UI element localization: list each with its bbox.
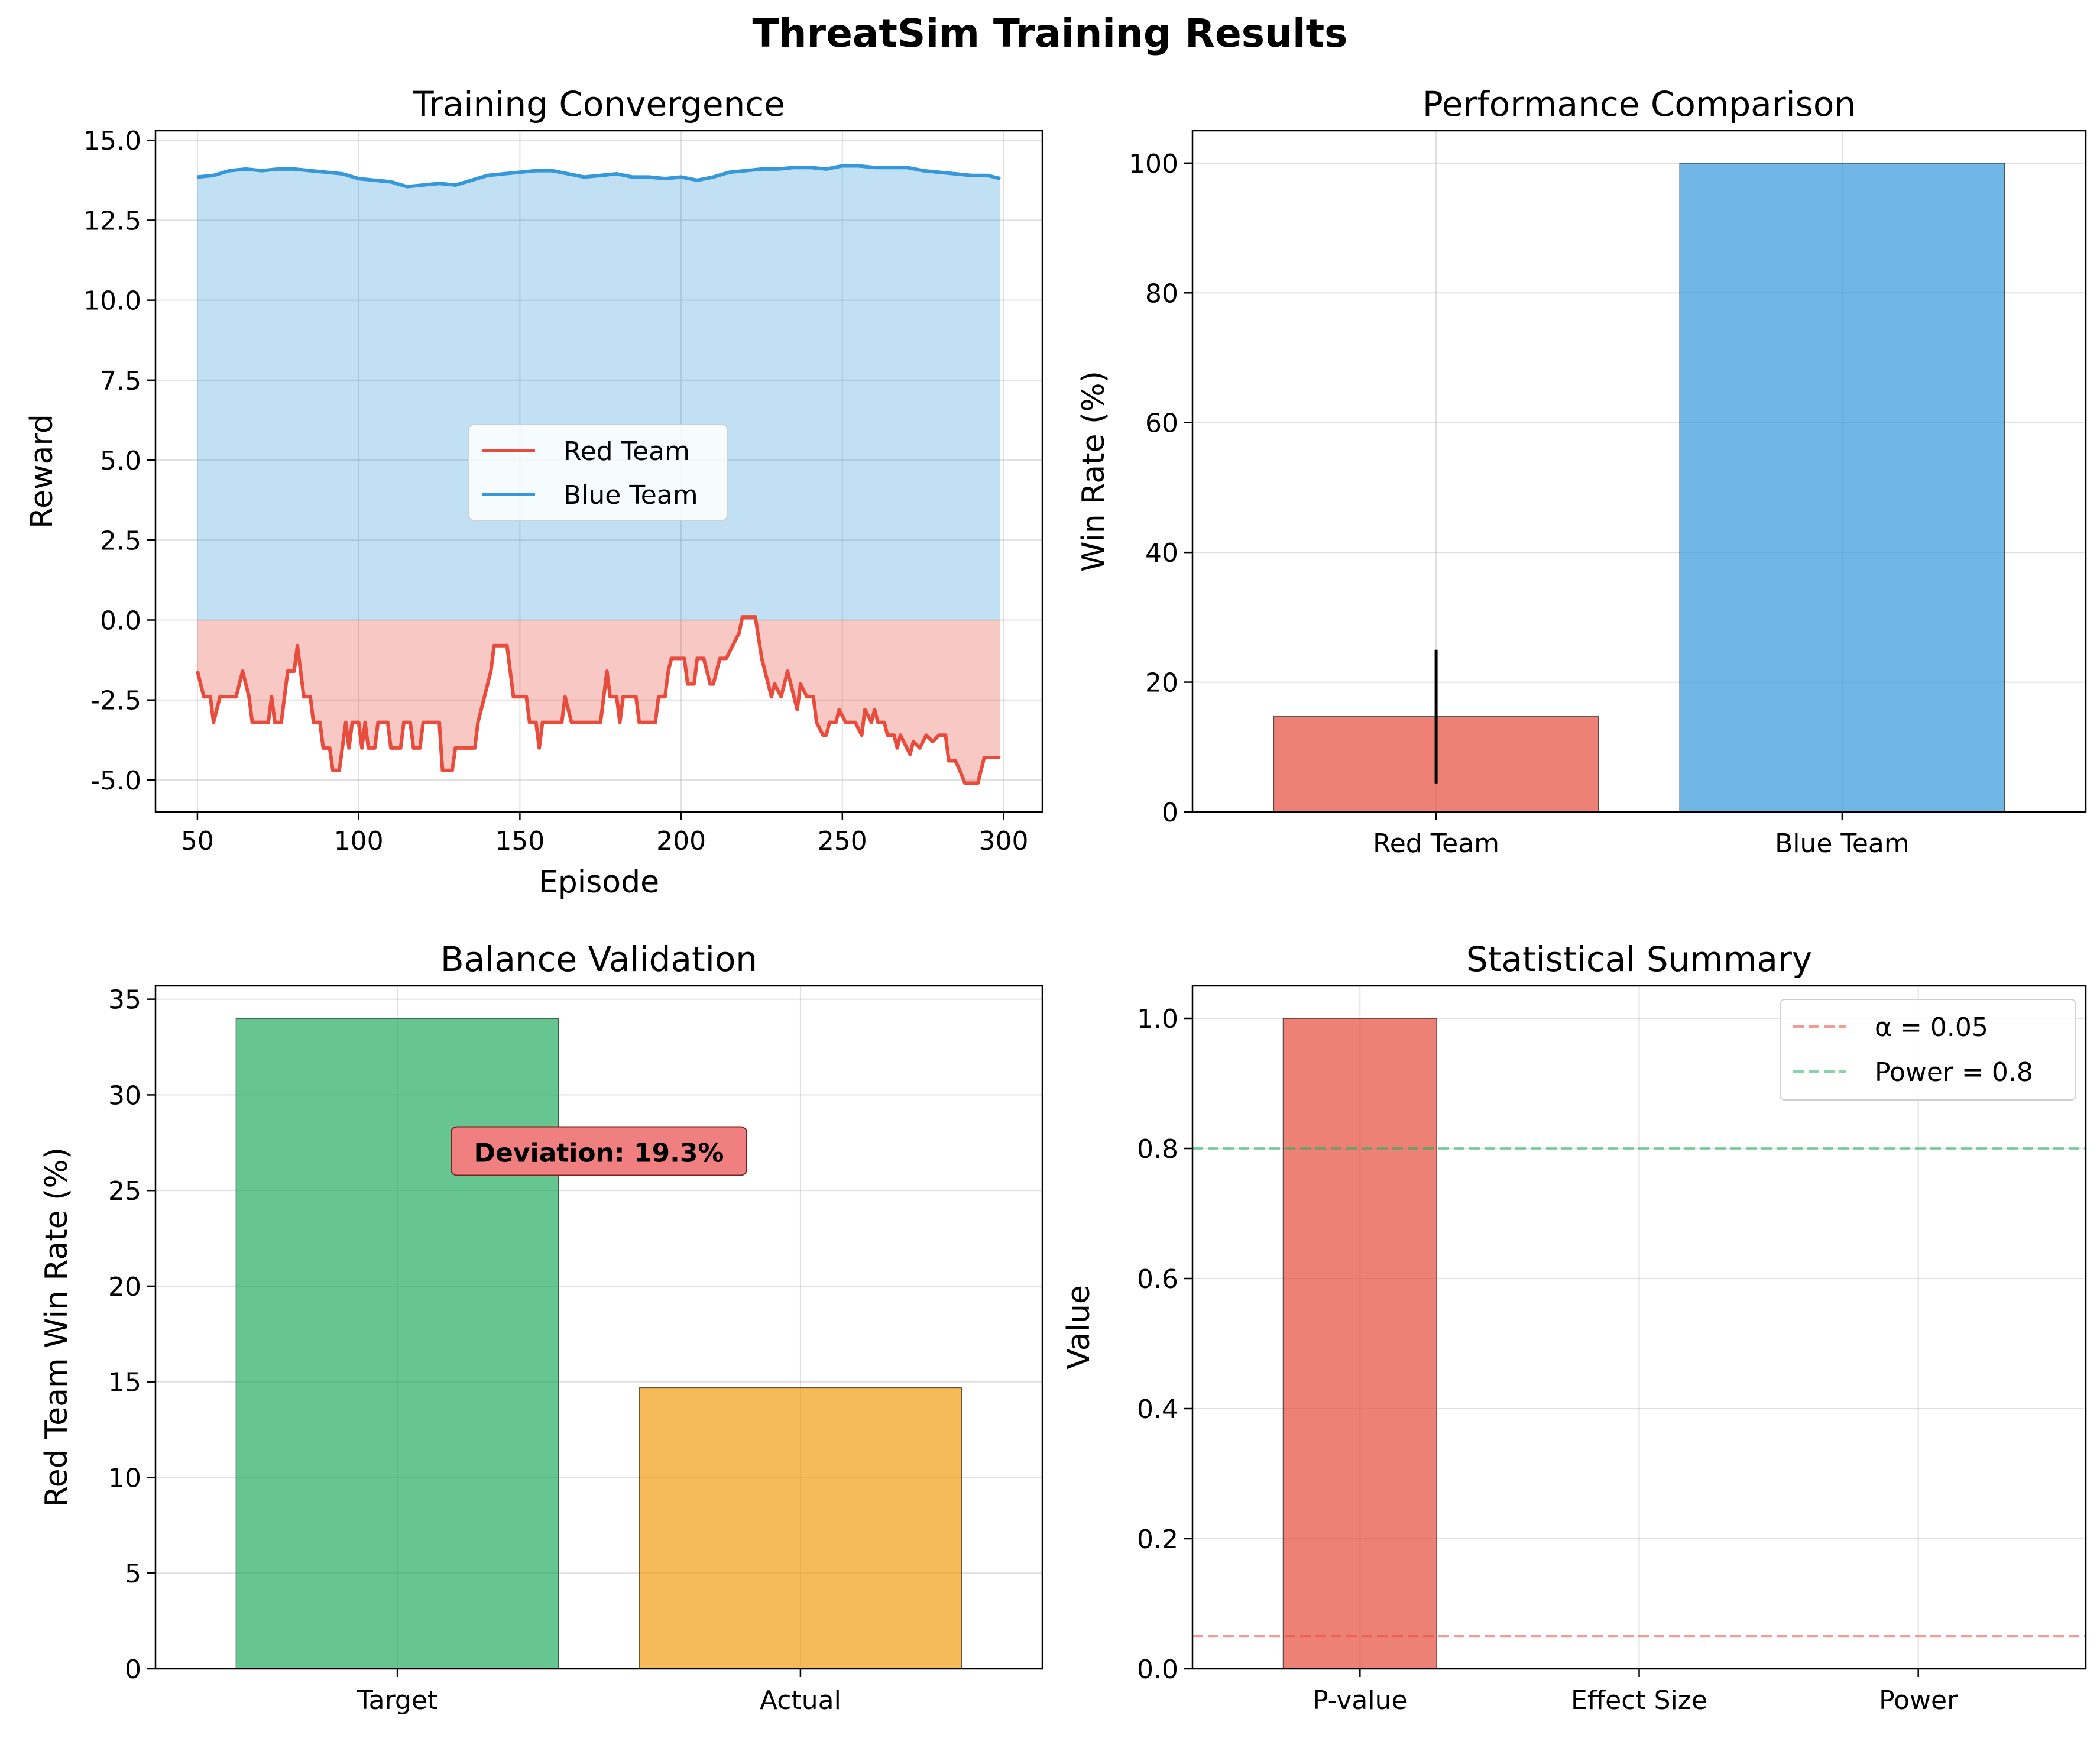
y-axis-label: Reward [24, 414, 60, 529]
figure-title: ThreatSim Training Results [752, 11, 1348, 56]
series-line-red [196, 615, 1001, 785]
x-tick-label: 100 [334, 826, 384, 856]
x-tick-label: 250 [818, 826, 867, 856]
x-tick-label: Actual [760, 1685, 841, 1716]
y-tick-label: 1.0 [1137, 1004, 1178, 1034]
subplot-3: Balance Validation 0 5 10 15 20 25 30 35 Red Team… [39, 939, 1043, 1716]
y-tick-label: 2.5 [100, 526, 141, 556]
y-tick-label: 40 [1145, 538, 1178, 568]
x-tick-label: Effect Size [1571, 1685, 1707, 1716]
subplot-4: Statistical Summary 0.0 0.2 0.4 0.6 0.8 1.0 Val… [1061, 939, 2087, 1716]
bar-actual [639, 1387, 962, 1669]
legend-label: Power = 0.8 [1875, 1057, 2033, 1088]
legend-label: Red Team [563, 436, 690, 467]
y-tick-label: 0.0 [100, 606, 141, 636]
subplot-title: Statistical Summary [1466, 939, 1812, 979]
y-tick-label: 0 [1162, 798, 1178, 828]
bar-target [235, 1018, 559, 1669]
legend-box [1780, 999, 2076, 1101]
x-tick-label: Blue Team [1775, 828, 1910, 859]
deviation-annotation: Deviation: 19.3% [474, 1138, 724, 1168]
y-tick-label: 10.0 [83, 286, 141, 316]
y-axis-label: Win Rate (%) [1076, 371, 1111, 572]
y-tick-label: 0.4 [1137, 1394, 1178, 1425]
y-tick-label: 0 [125, 1655, 141, 1685]
subplot-2: Performance Comparison 0 20 40 60 80 100 Win Ra… [1076, 84, 2087, 859]
subplot-title: Performance Comparison [1422, 84, 1856, 124]
x-tick-label: 300 [979, 826, 1029, 856]
axes-frame [1191, 130, 2087, 813]
y-tick-label: 12.5 [83, 206, 141, 236]
x-tick-label: 200 [656, 826, 706, 856]
series-fill-blue [197, 166, 1001, 620]
x-tick-label: P-value [1312, 1685, 1407, 1716]
y-tick-label: -5.0 [90, 766, 141, 796]
y-tick-label: 0.8 [1137, 1134, 1178, 1164]
deviation-annotation-box [451, 1126, 747, 1176]
y-tick-label: 30 [108, 1080, 141, 1111]
axes-frame [1191, 985, 2087, 1670]
axes-frame [154, 130, 1043, 813]
subplot-title: Balance Validation [440, 939, 757, 979]
y-tick-label: 10 [108, 1463, 141, 1493]
y-tick-label: 7.5 [100, 366, 141, 396]
y-tick-label: 35 [108, 985, 141, 1015]
y-tick-label: 5 [125, 1559, 141, 1589]
y-tick-label: 20 [1145, 668, 1178, 698]
series-line-blue [197, 164, 1001, 189]
y-tick-label: 60 [1145, 409, 1178, 439]
y-tick-label: 5.0 [100, 446, 141, 476]
y-tick-label: 0.0 [1137, 1655, 1178, 1685]
series-fill-red [197, 617, 1001, 784]
y-tick-label: 25 [108, 1176, 141, 1206]
legend-label: α = 0.05 [1875, 1012, 1988, 1043]
x-tick-label: 50 [181, 826, 214, 856]
y-tick-label: 0.6 [1137, 1264, 1178, 1294]
legend-box [468, 424, 728, 521]
legend-label: Blue Team [563, 480, 698, 510]
y-tick-label: -2.5 [90, 686, 141, 716]
y-tick-label: 15 [108, 1368, 141, 1398]
bar-blue-team [1679, 163, 2005, 813]
x-tick-label: Red Team [1373, 828, 1499, 859]
subplot-1: Training Convergence 50 100 150 200 250 300 -5.… [24, 84, 1043, 900]
subplot-title: Training Convergence [412, 84, 785, 124]
y-tick-label: 20 [108, 1272, 141, 1302]
x-tick-label: Target [357, 1685, 438, 1716]
bar-p-value [1282, 1018, 1437, 1669]
axes-frame [154, 985, 1043, 1670]
y-axis-label: Value [1061, 1285, 1097, 1370]
y-tick-label: 100 [1129, 149, 1178, 179]
y-axis-label: Red Team Win Rate (%) [39, 1147, 74, 1507]
x-tick-label: Power [1879, 1685, 1958, 1716]
y-tick-label: 15.0 [83, 126, 141, 156]
y-tick-label: 0.2 [1137, 1525, 1178, 1555]
x-axis-label: Episode [539, 865, 659, 900]
x-tick-label: 150 [495, 826, 545, 856]
y-tick-label: 80 [1145, 279, 1178, 309]
